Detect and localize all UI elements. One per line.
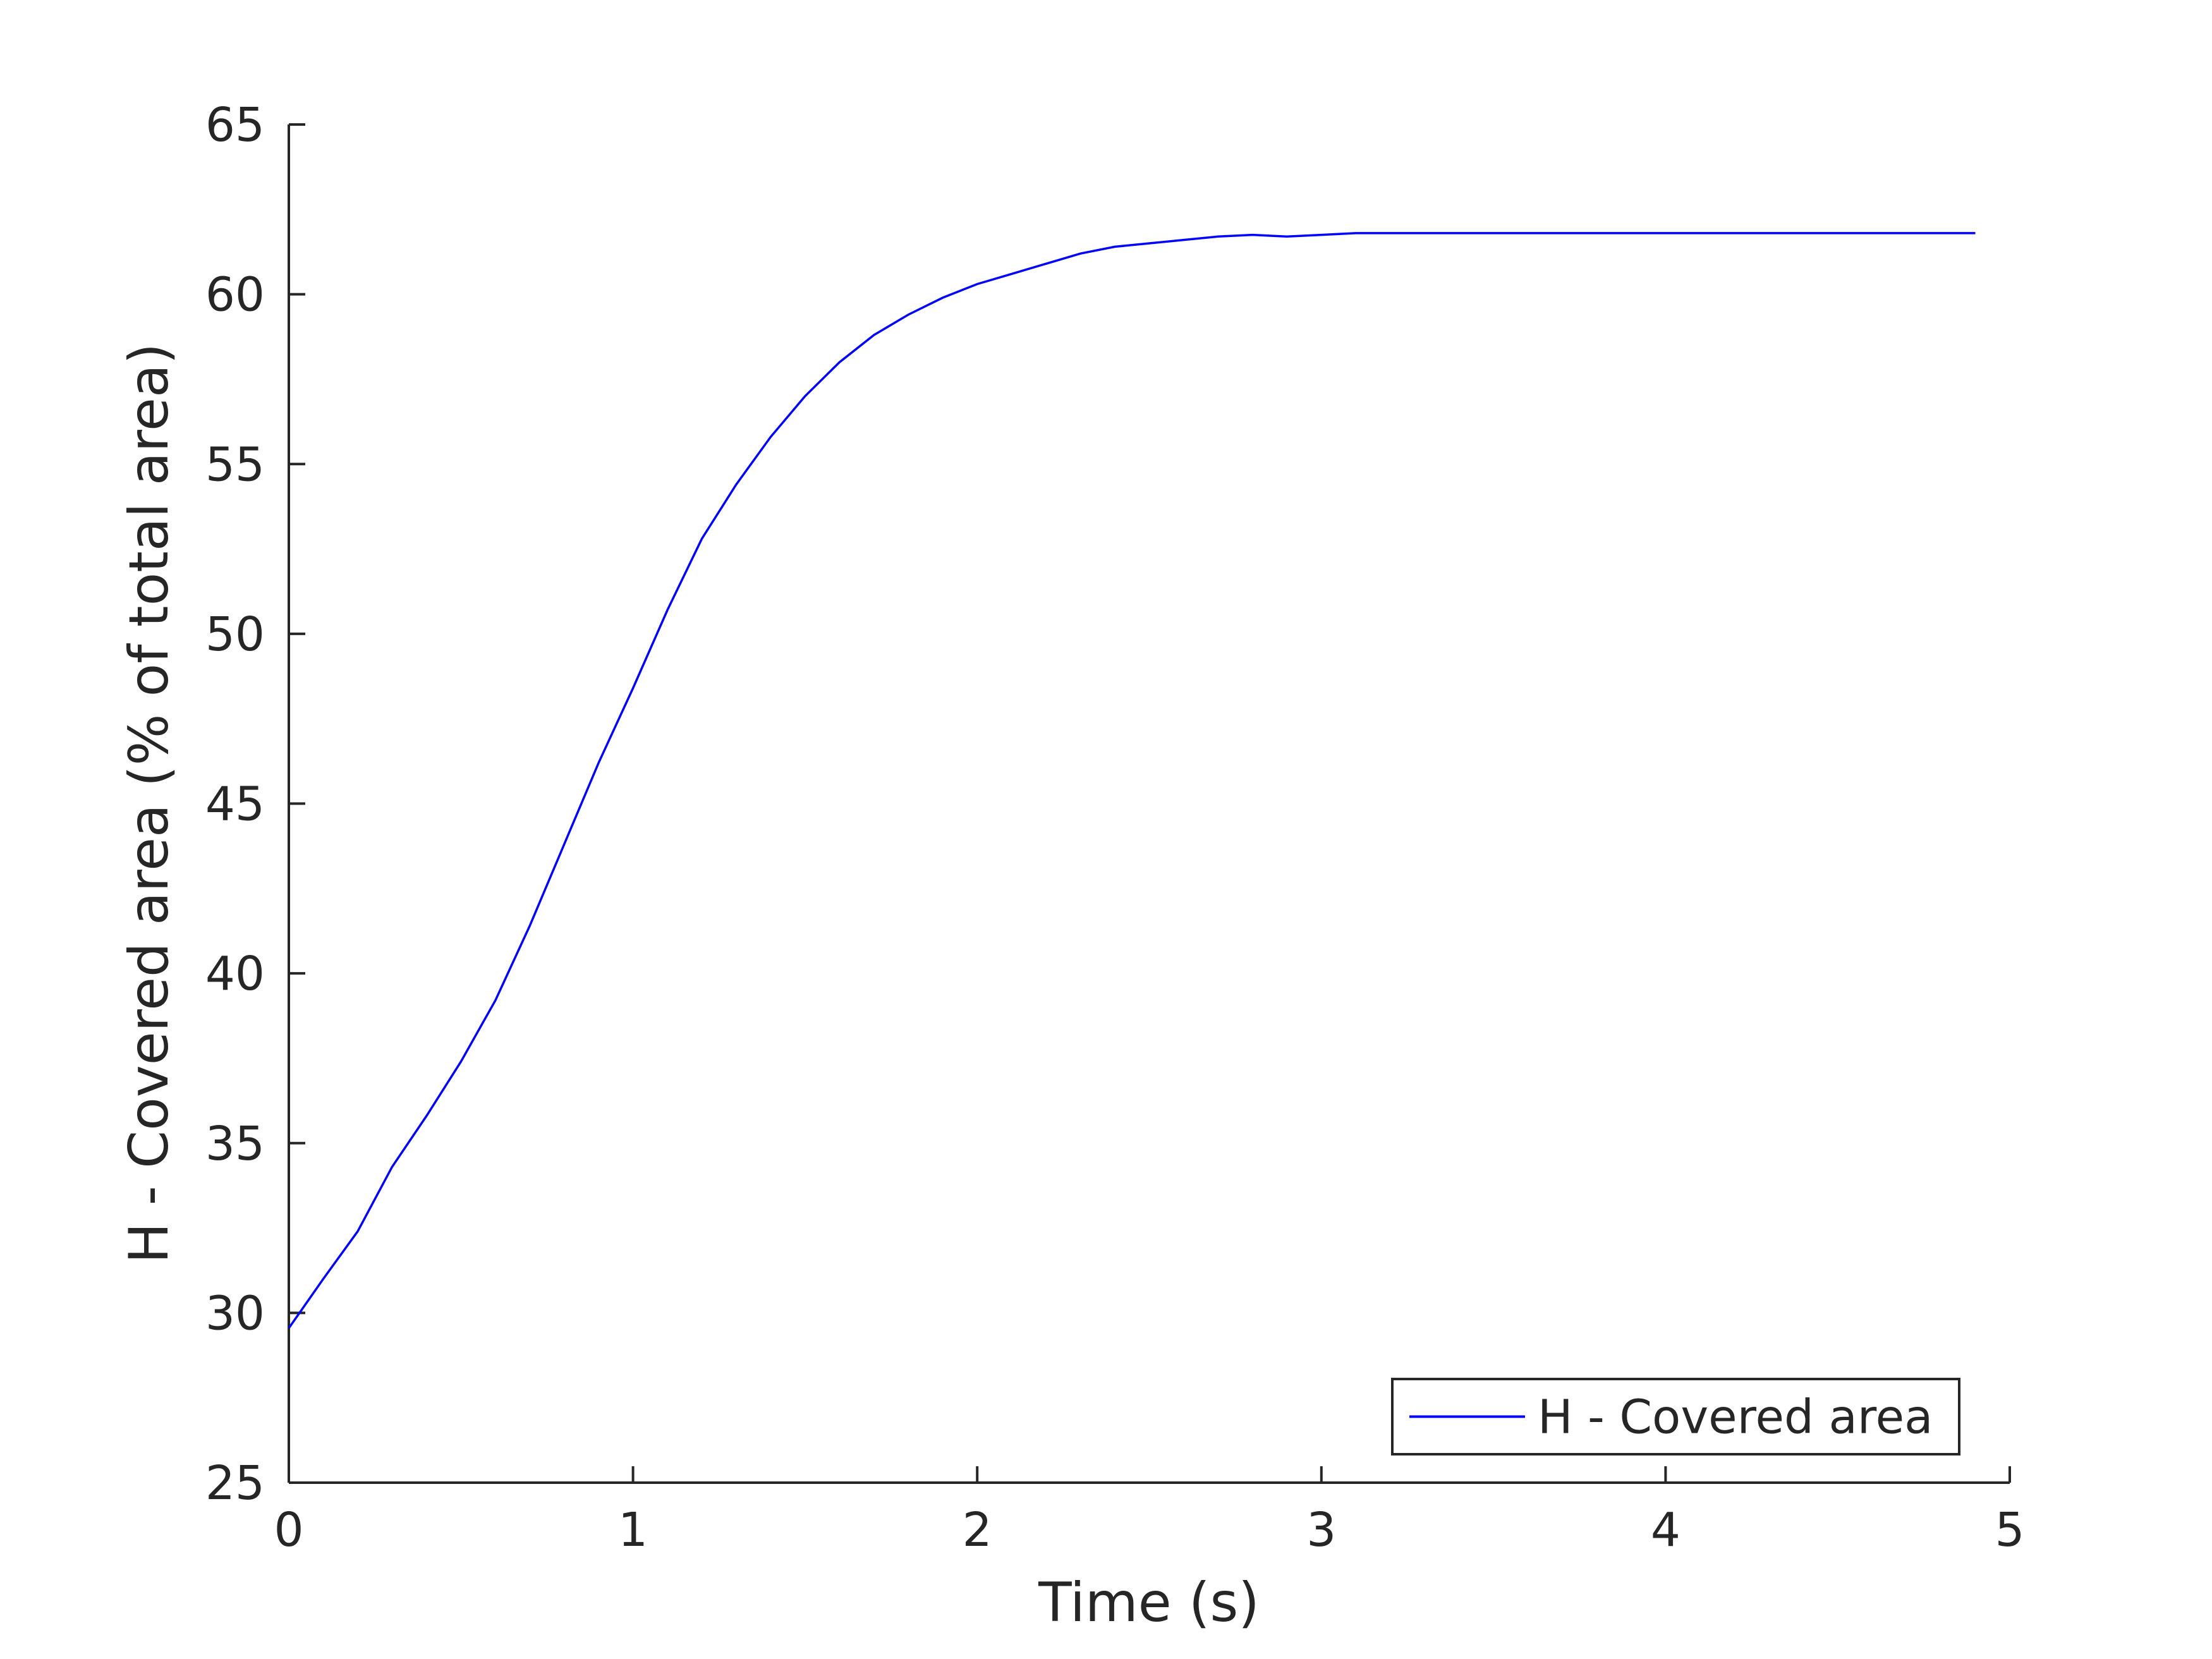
- y-tick-label: 25: [205, 1456, 265, 1510]
- legend-label: H - Covered area: [1538, 1390, 1933, 1445]
- x-tick-label: 3: [1306, 1503, 1336, 1557]
- data-line: [288, 232, 1976, 1329]
- x-tick-label: 4: [1651, 1503, 1680, 1557]
- y-tick-label: 55: [205, 437, 265, 492]
- y-tick-label: 35: [205, 1117, 265, 1171]
- x-axis-label: Time (s): [1038, 1571, 1260, 1634]
- y-tick-label: 50: [205, 607, 265, 662]
- y-tick-label: 65: [205, 98, 265, 152]
- y-axis-label: H - Covered area (% of total area): [118, 343, 181, 1263]
- y-tick-label: 60: [205, 268, 265, 322]
- x-tick-label: 0: [274, 1503, 303, 1557]
- y-tick-label: 45: [205, 777, 265, 832]
- x-tick-label: 5: [1995, 1503, 2024, 1557]
- x-tick-label: 2: [963, 1503, 992, 1557]
- x-tick-label: 1: [618, 1503, 648, 1557]
- y-tick-label: 30: [205, 1286, 265, 1340]
- y-tick-label: 40: [205, 947, 265, 1001]
